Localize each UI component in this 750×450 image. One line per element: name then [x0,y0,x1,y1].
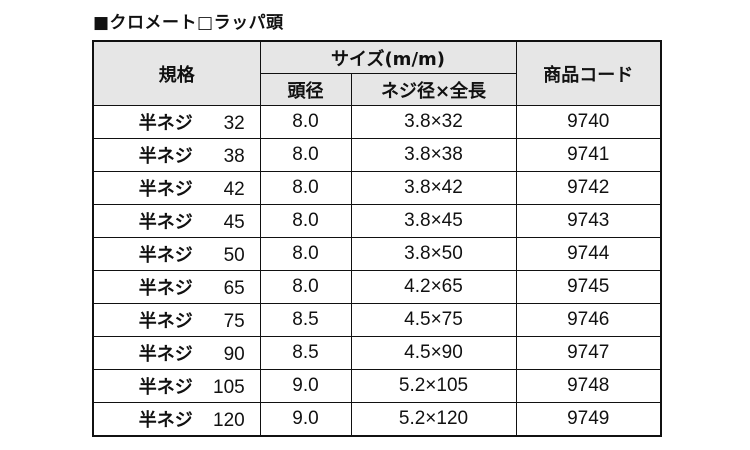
screw-size-cell: 5.2×105 [350,369,517,403]
table-body: 半ネジ 32 8.0 3.8×32 9740 半ネジ 38 8.0 3.8×38 9741 半ネジ 4… [92,105,662,437]
header-spec: 規格 [92,40,261,106]
spec-prefix: 半ネジ [138,311,193,331]
spec-cell: 半ネジ 90 [92,336,261,370]
spec-length: 65 [223,278,245,299]
product-code-cell: 9749 [515,402,662,437]
head-diameter-cell: 8.0 [259,138,352,172]
product-code-cell: 9745 [515,270,662,304]
product-code-cell: 9747 [515,336,662,370]
head-diameter-cell: 8.0 [259,270,352,304]
screw-size-cell: 4.5×90 [350,336,517,370]
screw-size-cell: 3.8×38 [350,138,517,172]
spec-cell: 半ネジ 65 [92,270,261,304]
table-row: 半ネジ 75 8.5 4.5×75 9746 [92,303,662,337]
spec-length: 42 [223,179,245,200]
table-header: 規格 サイズ(m/m) 商品コード 頭径 ネジ径×全長 [92,40,662,106]
spec-prefix: 半ネジ [138,113,193,133]
spec-prefix: 半ネジ [138,212,193,232]
spec-cell: 半ネジ 50 [92,237,261,271]
header-head-diameter: 頭径 [259,73,352,106]
spec-prefix: 半ネジ [138,410,193,430]
header-screw-size: ネジ径×全長 [350,73,517,106]
screw-size-cell: 4.5×75 [350,303,517,337]
table-row: 半ネジ 38 8.0 3.8×38 9741 [92,138,662,172]
screw-size-cell: 3.8×42 [350,171,517,205]
product-code-cell: 9742 [515,171,662,205]
table-row: 半ネジ 50 8.0 3.8×50 9744 [92,237,662,271]
spec-length: 90 [223,344,245,365]
spec-length: 105 [213,377,245,398]
head-diameter-cell: 8.0 [259,204,352,238]
product-code-cell: 9741 [515,138,662,172]
screw-size-cell: 3.8×45 [350,204,517,238]
spec-length: 45 [223,212,245,233]
spec-cell: 半ネジ 38 [92,138,261,172]
header-size-group: サイズ(m/m) [259,40,517,74]
table-row: 半ネジ 42 8.0 3.8×42 9742 [92,171,662,205]
screw-size-cell: 5.2×120 [350,402,517,437]
spec-table: 規格 サイズ(m/m) 商品コード 頭径 ネジ径×全長 半ネジ 32 8.0 3.8×… [92,40,662,437]
product-code-cell: 9740 [515,105,662,139]
spec-prefix: 半ネジ [138,278,193,298]
spec-prefix: 半ネジ [138,245,193,265]
head-diameter-cell: 8.0 [259,171,352,205]
head-diameter-cell: 9.0 [259,369,352,403]
head-diameter-cell: 8.0 [259,105,352,139]
header-product-code: 商品コード [515,40,662,106]
spec-prefix: 半ネジ [138,179,193,199]
spec-cell: 半ネジ 75 [92,303,261,337]
head-diameter-cell: 8.0 [259,237,352,271]
product-code-cell: 9746 [515,303,662,337]
spec-length: 38 [223,146,245,167]
table-row: 半ネジ 90 8.5 4.5×90 9747 [92,336,662,370]
table-row: 半ネジ 45 8.0 3.8×45 9743 [92,204,662,238]
screw-size-cell: 3.8×50 [350,237,517,271]
spec-prefix: 半ネジ [138,344,193,364]
screw-size-cell: 3.8×32 [350,105,517,139]
table-row: 半ネジ 105 9.0 5.2×105 9748 [92,369,662,403]
spec-prefix: 半ネジ [138,377,193,397]
screw-size-cell: 4.2×65 [350,270,517,304]
spec-length: 120 [213,410,245,431]
spec-length: 75 [223,311,245,332]
product-code-cell: 9748 [515,369,662,403]
product-code-cell: 9744 [515,237,662,271]
spec-cell: 半ネジ 105 [92,369,261,403]
page-title: ■クロメート□ラッパ頭 [93,13,284,33]
spec-cell: 半ネジ 42 [92,171,261,205]
product-code-cell: 9743 [515,204,662,238]
head-diameter-cell: 8.5 [259,303,352,337]
spec-cell: 半ネジ 32 [92,105,261,139]
head-diameter-cell: 9.0 [259,402,352,437]
spec-length: 32 [223,113,245,134]
head-diameter-cell: 8.5 [259,336,352,370]
table-row: 半ネジ 32 8.0 3.8×32 9740 [92,105,662,139]
spec-cell: 半ネジ 45 [92,204,261,238]
table-row: 半ネジ 65 8.0 4.2×65 9745 [92,270,662,304]
spec-length: 50 [223,245,245,266]
table-row: 半ネジ 120 9.0 5.2×120 9749 [92,402,662,437]
spec-prefix: 半ネジ [138,146,193,166]
spec-cell: 半ネジ 120 [92,402,261,437]
